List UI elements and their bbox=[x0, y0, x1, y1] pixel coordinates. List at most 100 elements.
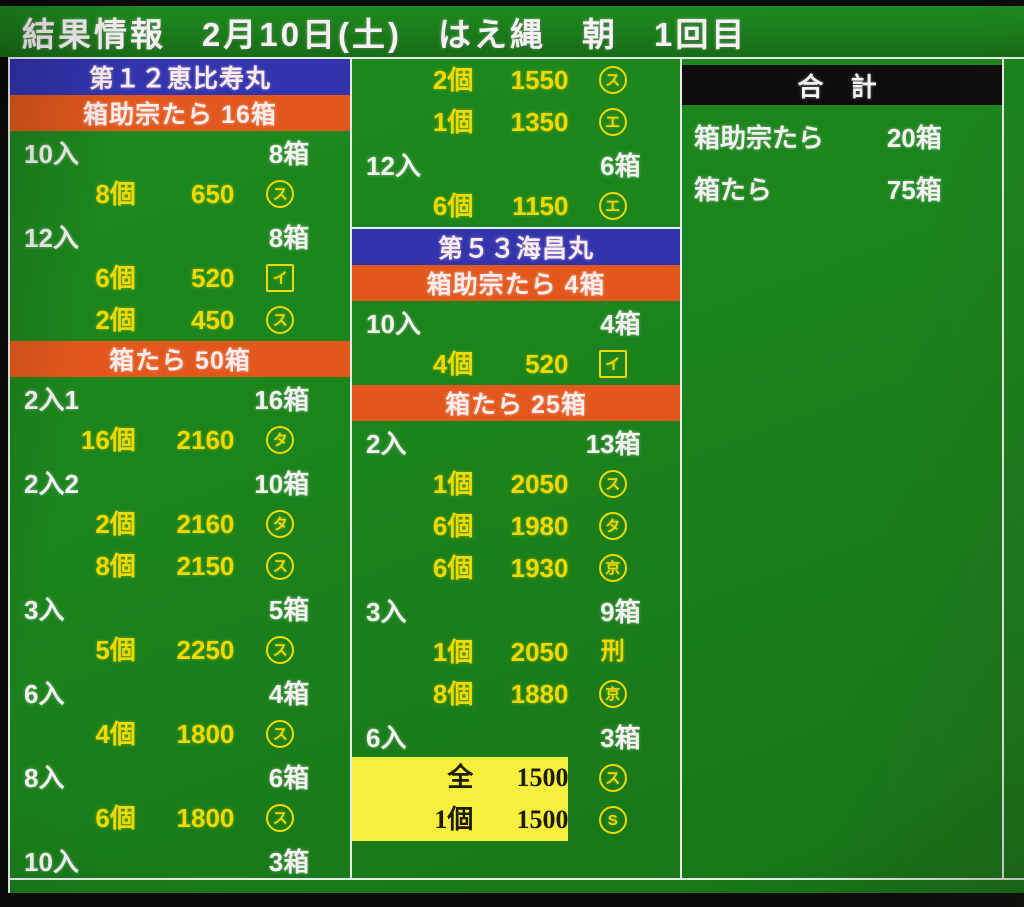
buyer-mark: ス bbox=[234, 720, 326, 748]
buyer-mark: エ bbox=[568, 108, 657, 136]
price: 2250 bbox=[176, 635, 235, 665]
buyer-mark-icon: 京 bbox=[598, 554, 627, 582]
price: 1500 bbox=[473, 799, 569, 841]
buyer-mark-icon: イ bbox=[598, 350, 627, 378]
quantity: 6個 bbox=[95, 263, 136, 293]
detail-row: 6個 1800 ス bbox=[10, 797, 350, 839]
group-row: 10入 3箱 bbox=[10, 839, 350, 881]
buyer-mark-icon: エ bbox=[598, 108, 627, 136]
price: 2160 bbox=[176, 425, 235, 455]
boat-header: 第５３海昌丸 bbox=[352, 229, 680, 265]
species-header: 箱助宗たら 4箱 bbox=[352, 265, 680, 301]
totals-header: 合 計 bbox=[682, 65, 1002, 105]
species-header: 箱たら 25箱 bbox=[352, 385, 680, 421]
buyer-mark: エ bbox=[568, 192, 657, 220]
panel: 第１２恵比寿丸 箱助宗たら 16箱 10入 8箱 8個 650 ス 12入 8箱 6個 520 イ 2個… bbox=[10, 59, 350, 881]
quantity: 8個 bbox=[432, 679, 474, 709]
buyer-mark-icon: ス bbox=[598, 470, 627, 498]
detail-row: 1個 2050 ス bbox=[352, 463, 680, 505]
detail-row: 6個 520 イ bbox=[10, 257, 350, 299]
quantity: 6個 bbox=[432, 511, 474, 541]
buyer-mark-icon: イ bbox=[266, 264, 295, 292]
total-row: 箱助宗たら 20箱 bbox=[682, 115, 1002, 157]
group-row: 12入 8箱 bbox=[10, 215, 350, 257]
column-2: 2個 1550 ス 1個 1350 エ 12入 6箱 6個 1150 エ第５３海昌丸 箱助宗たら 4箱… bbox=[352, 59, 682, 880]
group-row: 10入 8箱 bbox=[10, 131, 350, 173]
buyer-mark-icon: ス bbox=[266, 180, 295, 208]
total-species-label: 箱たら bbox=[694, 174, 773, 205]
buyer-mark-icon: タ bbox=[598, 512, 627, 540]
buyer-mark: タ bbox=[234, 426, 326, 454]
box-count: 6箱 bbox=[600, 150, 641, 181]
price: 2150 bbox=[176, 551, 235, 581]
buyer-mark: ス bbox=[234, 306, 326, 334]
quantity: 6個 bbox=[432, 191, 474, 221]
quantity: 8個 bbox=[95, 179, 136, 209]
buyer-mark: ス bbox=[568, 470, 657, 498]
species-label: 箱助宗たら 16箱 bbox=[83, 101, 277, 129]
quantity: 1個 bbox=[432, 107, 474, 137]
page-title: 結果情報 2月10日(土) はえ縄 朝 1回目 bbox=[22, 15, 748, 53]
quantity: 2個 bbox=[95, 305, 136, 335]
buyer-mark-icon: ス bbox=[266, 306, 295, 334]
pack-size-label: 10入 bbox=[24, 138, 79, 169]
quantity: 4個 bbox=[95, 719, 136, 749]
panel: 2個 1550 ス 1個 1350 エ 12入 6箱 6個 1150 エ bbox=[352, 59, 680, 229]
title-band: 結果情報 2月10日(土) はえ縄 朝 1回目 bbox=[0, 6, 1024, 57]
quantity: 2個 bbox=[432, 65, 474, 95]
buyer-mark: 京 bbox=[568, 680, 657, 708]
column-1: 第１２恵比寿丸 箱助宗たら 16箱 10入 8箱 8個 650 ス 12入 8箱 6個 520 イ 2個… bbox=[10, 59, 352, 880]
box-count: 4箱 bbox=[268, 678, 310, 709]
pack-size-label: 6入 bbox=[24, 678, 65, 709]
detail-row: 6個 1930 京 bbox=[352, 547, 680, 589]
detail-row: 2個 1550 ス bbox=[352, 59, 680, 101]
buyer-mark: ス bbox=[568, 764, 657, 792]
column-3: 合 計箱助宗たら 20箱 箱たら 75箱 bbox=[682, 59, 1004, 880]
buyer-mark-icon: ス bbox=[598, 764, 627, 792]
box-count: 13箱 bbox=[585, 428, 641, 459]
species-label: 箱たら 25箱 bbox=[445, 391, 587, 419]
pack-size-label: 2入 bbox=[366, 428, 407, 459]
buyer-mark: ス bbox=[234, 804, 326, 832]
detail-row: 16個 2160 タ bbox=[10, 419, 350, 461]
price: 650 bbox=[191, 179, 235, 209]
group-row: 10入 4箱 bbox=[352, 301, 680, 343]
detail-row: 4個 1800 ス bbox=[10, 713, 350, 755]
price: 2050 bbox=[510, 637, 569, 667]
buyer-mark: 刑 bbox=[568, 640, 657, 664]
pack-size-label: 12入 bbox=[24, 222, 79, 253]
buyer-mark: ス bbox=[234, 180, 326, 208]
buyer-mark-icon: 刑 bbox=[600, 638, 625, 665]
group-row: 8入 6箱 bbox=[10, 755, 350, 797]
pack-size-label: 3入 bbox=[366, 596, 407, 627]
species-header: 箱助宗たら 16箱 bbox=[10, 95, 350, 131]
quantity: 2個 bbox=[95, 509, 136, 539]
buyer-mark: タ bbox=[568, 512, 657, 540]
price: 1500 bbox=[473, 757, 569, 799]
group-row: 2入2 10箱 bbox=[10, 461, 350, 503]
buyer-mark-icon: ス bbox=[598, 66, 627, 94]
results-board: 第１２恵比寿丸 箱助宗たら 16箱 10入 8箱 8個 650 ス 12入 8箱 6個 520 イ 2個… bbox=[8, 57, 1024, 893]
buyer-mark-icon: ス bbox=[266, 720, 295, 748]
group-row: 12入 6箱 bbox=[352, 143, 680, 185]
buyer-mark-icon: タ bbox=[266, 426, 295, 454]
group-row: 3入 5箱 bbox=[10, 587, 350, 629]
detail-row: 6個 1150 エ bbox=[352, 185, 680, 227]
quantity: 1個 bbox=[432, 637, 474, 667]
detail-row: 8個 650 ス bbox=[10, 173, 350, 215]
buyer-mark-icon: 京 bbox=[598, 680, 627, 708]
box-count: 8箱 bbox=[268, 138, 310, 169]
box-count: 5箱 bbox=[268, 594, 310, 625]
price: 2050 bbox=[510, 469, 569, 499]
price: 1550 bbox=[510, 65, 569, 95]
detail-row: 全 1500 ス bbox=[352, 757, 680, 799]
boat-header: 第１２恵比寿丸 bbox=[10, 59, 350, 95]
buyer-mark-icon: エ bbox=[598, 192, 627, 220]
buyer-mark-icon: S bbox=[598, 806, 627, 834]
quantity: 1個 bbox=[352, 799, 474, 841]
price: 520 bbox=[191, 263, 235, 293]
total-row: 箱たら 75箱 bbox=[682, 167, 1002, 209]
detail-row: 1個 1350 エ bbox=[352, 101, 680, 143]
panel: 第５３海昌丸 箱助宗たら 4箱 10入 4箱 4個 520 イ箱たら 25箱 2入 13箱 1個 2… bbox=[352, 229, 680, 878]
price: 1350 bbox=[510, 107, 569, 137]
